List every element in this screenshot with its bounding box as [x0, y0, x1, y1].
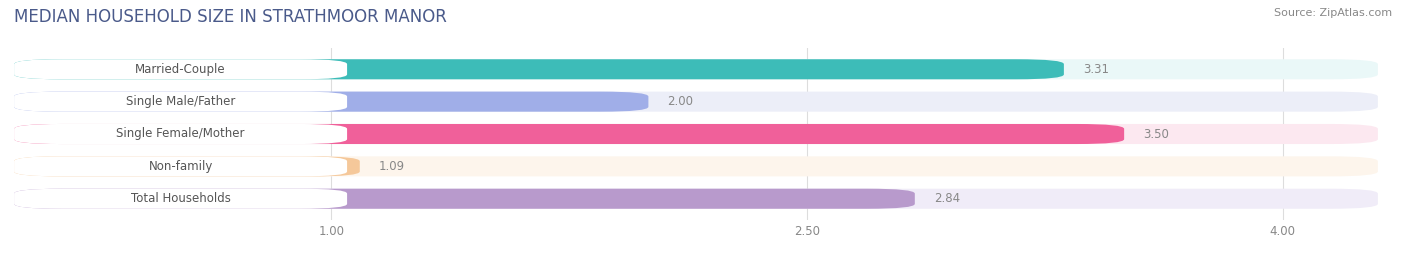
- FancyBboxPatch shape: [14, 189, 915, 209]
- Text: 1.09: 1.09: [378, 160, 405, 173]
- FancyBboxPatch shape: [14, 189, 1378, 209]
- Text: Single Male/Father: Single Male/Father: [127, 95, 235, 108]
- FancyBboxPatch shape: [14, 124, 1378, 144]
- FancyBboxPatch shape: [14, 59, 347, 79]
- Text: 2.00: 2.00: [668, 95, 693, 108]
- FancyBboxPatch shape: [14, 92, 347, 112]
- Text: Married-Couple: Married-Couple: [135, 63, 226, 76]
- FancyBboxPatch shape: [14, 59, 1064, 79]
- FancyBboxPatch shape: [14, 92, 648, 112]
- Text: MEDIAN HOUSEHOLD SIZE IN STRATHMOOR MANOR: MEDIAN HOUSEHOLD SIZE IN STRATHMOOR MANO…: [14, 8, 447, 26]
- Text: 3.31: 3.31: [1083, 63, 1109, 76]
- Text: Non-family: Non-family: [149, 160, 212, 173]
- FancyBboxPatch shape: [14, 124, 1125, 144]
- FancyBboxPatch shape: [14, 59, 1378, 79]
- Text: Single Female/Mother: Single Female/Mother: [117, 128, 245, 140]
- FancyBboxPatch shape: [14, 156, 1378, 176]
- Text: Source: ZipAtlas.com: Source: ZipAtlas.com: [1274, 8, 1392, 18]
- Text: 3.50: 3.50: [1143, 128, 1168, 140]
- FancyBboxPatch shape: [14, 156, 360, 176]
- FancyBboxPatch shape: [14, 156, 347, 176]
- Text: 2.84: 2.84: [934, 192, 960, 205]
- FancyBboxPatch shape: [14, 124, 347, 144]
- FancyBboxPatch shape: [14, 92, 1378, 112]
- Text: Total Households: Total Households: [131, 192, 231, 205]
- FancyBboxPatch shape: [14, 189, 347, 209]
